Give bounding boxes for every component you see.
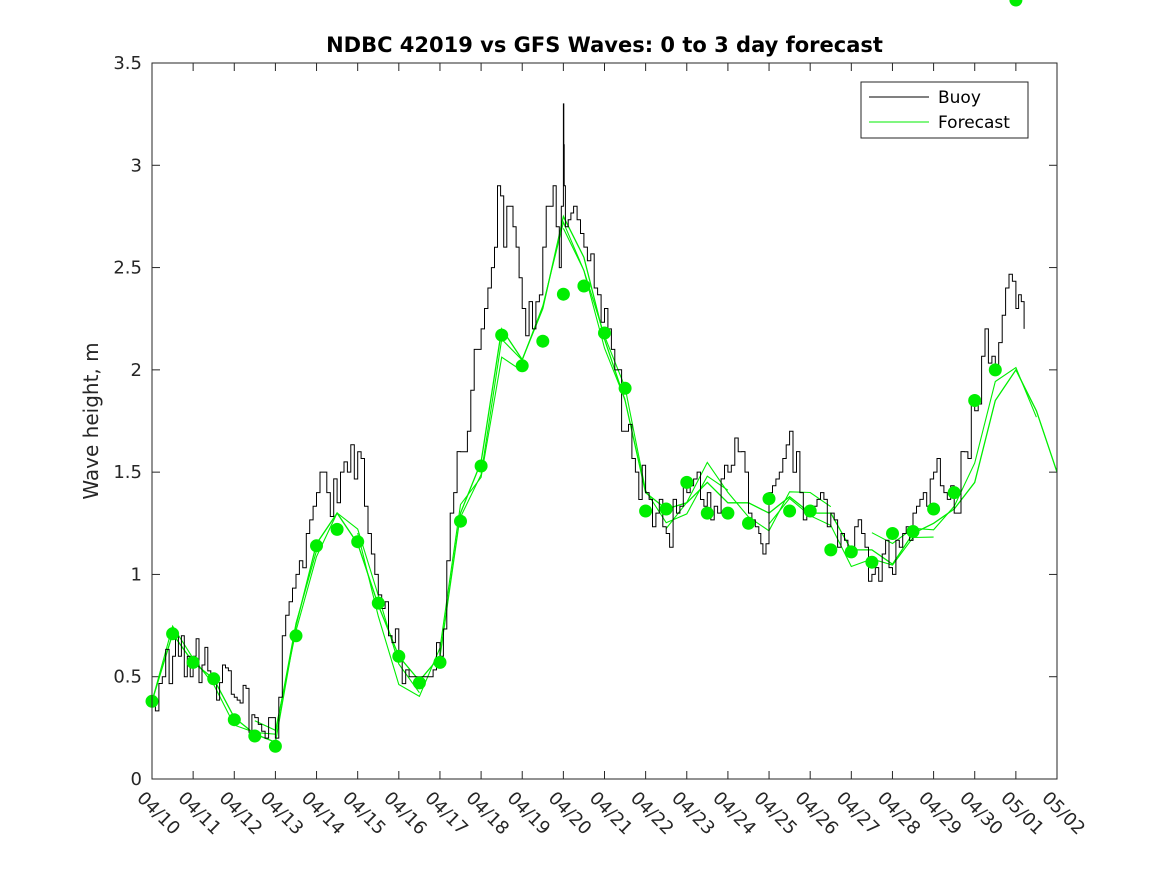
forecast-marker-point bbox=[186, 655, 200, 669]
forecast-marker-point bbox=[495, 328, 509, 342]
y-tick-label: 0.5 bbox=[113, 667, 142, 688]
forecast-marker-point bbox=[412, 676, 426, 690]
forecast-marker-point bbox=[947, 486, 961, 500]
y-tick-label: 3 bbox=[131, 155, 142, 176]
y-tick-label: 1.5 bbox=[113, 462, 142, 483]
y-tick-label: 1 bbox=[131, 564, 142, 585]
forecast-marker-point bbox=[577, 279, 591, 293]
forecast-marker-point bbox=[886, 527, 899, 540]
forecast-marker-point bbox=[556, 287, 570, 301]
forecast-marker-point bbox=[454, 514, 467, 528]
forecast-marker-point bbox=[268, 739, 282, 753]
forecast-marker-point bbox=[844, 545, 858, 559]
forecast-marker-point bbox=[906, 525, 920, 538]
forecast-marker-point bbox=[515, 359, 529, 373]
legend-forecast-label: Forecast bbox=[938, 113, 1010, 133]
legend-box bbox=[860, 81, 1029, 139]
forecast-marker-point bbox=[927, 502, 941, 516]
forecast-marker-point bbox=[618, 381, 632, 395]
forecast-marker-point bbox=[742, 516, 755, 530]
y-tick-label: 0 bbox=[131, 769, 142, 790]
forecast-marker-point bbox=[310, 539, 323, 553]
forecast-marker-point bbox=[803, 504, 817, 518]
forecast-marker-point bbox=[680, 475, 694, 489]
forecast-marker-point bbox=[371, 596, 385, 610]
legend[interactable]: Buoy Forecast bbox=[860, 81, 1029, 139]
forecast-marker-point bbox=[721, 506, 735, 520]
forecast-marker-point bbox=[988, 363, 1002, 377]
forecast-marker-point bbox=[330, 522, 344, 536]
forecast-marker-point bbox=[700, 506, 714, 520]
forecast-marker-point bbox=[248, 729, 262, 743]
forecast-marker-point bbox=[351, 535, 365, 549]
y-tick-label: 2 bbox=[131, 360, 142, 381]
forecast-marker-point bbox=[207, 672, 221, 686]
forecast-marker-point bbox=[598, 326, 611, 340]
forecast-marker-point bbox=[865, 555, 879, 569]
markers-layer bbox=[145, 0, 1023, 753]
forecast-marker-point bbox=[659, 502, 673, 516]
forecast-marker-point bbox=[474, 459, 488, 473]
forecast-run-line bbox=[768, 497, 934, 568]
forecast-marker-point bbox=[166, 627, 180, 641]
forecast-marker-point bbox=[762, 492, 776, 506]
forecast-marker-point bbox=[227, 713, 241, 727]
forecast-marker-point bbox=[392, 649, 406, 663]
plot-frame bbox=[151, 62, 1058, 780]
forecast-marker-point bbox=[289, 629, 303, 643]
legend-buoy-label: Buoy bbox=[938, 88, 981, 108]
forecast-marker-point bbox=[783, 504, 797, 518]
y-tick-label: 2.5 bbox=[113, 258, 142, 279]
forecast-marker-point bbox=[824, 543, 838, 557]
forecast-marker-point bbox=[639, 504, 653, 518]
y-tick-label: 3.5 bbox=[113, 53, 142, 74]
chart-title: NDBC 42019 vs GFS Waves: 0 to 3 day fore… bbox=[326, 33, 883, 57]
buoy-series-line bbox=[152, 103, 1025, 739]
forecast-marker-point bbox=[968, 394, 982, 407]
y-axis-label: Wave height, m bbox=[79, 342, 103, 499]
forecast-marker-point bbox=[536, 334, 550, 348]
forecast-marker-point bbox=[433, 655, 447, 669]
forecast-marker-point bbox=[1009, 0, 1023, 7]
